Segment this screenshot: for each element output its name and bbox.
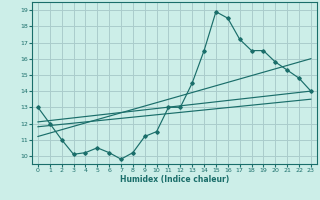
X-axis label: Humidex (Indice chaleur): Humidex (Indice chaleur) <box>120 175 229 184</box>
